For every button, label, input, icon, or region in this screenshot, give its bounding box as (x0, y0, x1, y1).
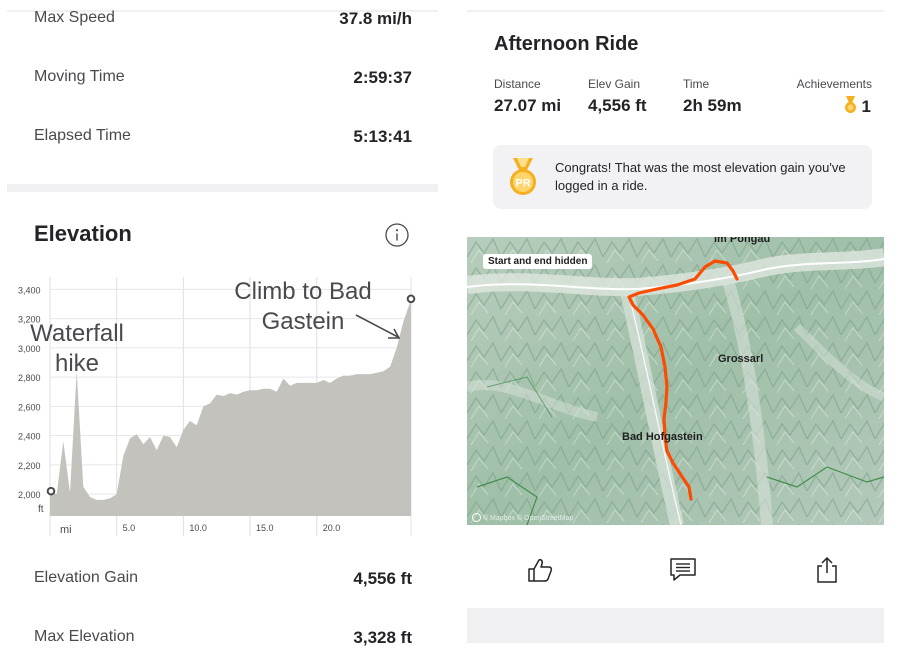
y-tick-label: 2,600 (18, 402, 41, 412)
y-tick-label: 2,400 (18, 432, 41, 442)
y-tick-label: 2,200 (18, 461, 41, 471)
top-separator-right (467, 10, 884, 12)
bottom-gray-bar (467, 608, 884, 643)
distance-label: Distance (494, 77, 541, 91)
x-tick-label: 5.0 (123, 523, 136, 533)
moving-time-row: Moving Time 2:59:37 (34, 68, 412, 92)
annotation-waterfall-text: Waterfall hike (30, 320, 124, 377)
achievements-count: 1 (861, 97, 871, 116)
chart-start-marker (46, 486, 56, 496)
elevation-area (50, 299, 411, 516)
mapbox-logo-icon (472, 513, 481, 522)
map-terrain (467, 237, 884, 525)
medal-icon (845, 96, 857, 113)
start-end-hidden-badge: Start and end hidden (483, 254, 593, 269)
section-divider (7, 184, 438, 192)
elevation-gain-row: Elevation Gain 4,556 ft (34, 569, 412, 593)
place-im-pongau: im Pongau (714, 237, 771, 245)
max-elevation-value: 3,328 ft (353, 628, 412, 647)
congrats-message: Congrats! That was the most elevation ga… (555, 160, 846, 193)
elapsed-time-value: 5:13:41 (353, 127, 412, 146)
elevation-chart[interactable]: 3,400 3,200 3,000 2,800 2,600 2,400 2,200 2,000… (0, 270, 440, 543)
pr-congrats-card[interactable]: PR Congrats! That was the most elevation… (493, 145, 872, 209)
thumbs-up-icon (528, 559, 553, 582)
x-tick-label: 10.0 (189, 523, 207, 533)
moving-time-label: Moving Time (34, 68, 125, 85)
share-icon (817, 556, 837, 583)
max-speed-label: Max Speed (34, 9, 115, 26)
kudos-button[interactable] (525, 555, 555, 585)
elevation-title: Elevation (34, 221, 132, 246)
max-speed-row: Max Speed 37.8 mi/h (34, 9, 412, 33)
x-axis-unit: mi (60, 524, 72, 536)
moving-time-value: 2:59:37 (353, 68, 412, 87)
elev-gain-value: 4,556 ft (588, 96, 647, 115)
activity-title: Afternoon Ride (494, 33, 639, 55)
y-tick-label: 3,200 (18, 315, 41, 325)
elapsed-time-label: Elapsed Time (34, 127, 131, 144)
annotation-arrowhead (388, 328, 401, 339)
achievements-value[interactable]: 1 (844, 96, 871, 116)
annotation-climb: Climb to Bad Gastein (218, 277, 388, 337)
y-tick-label: 3,000 (18, 344, 41, 354)
max-elevation-row: Max Elevation 3,328 ft (34, 628, 412, 652)
pr-badge-icon: PR (510, 158, 536, 195)
elevation-gain-label: Elevation Gain (34, 569, 139, 586)
comment-button[interactable] (668, 555, 698, 585)
time-label: Time (683, 77, 710, 91)
annotation-waterfall-hike: Waterfall hike (12, 319, 142, 379)
annotation-arrow (355, 314, 399, 338)
pr-badge-text: PR (515, 178, 530, 190)
route-map[interactable]: Start and end hidden im Pongau Grossarl … (467, 237, 884, 525)
max-speed-value: 37.8 mi/h (339, 9, 412, 28)
chart-end-marker (406, 294, 416, 304)
time-value: 2h 59m (683, 96, 742, 115)
elev-gain-label: Elev Gain (588, 77, 641, 91)
top-separator-left (7, 10, 438, 12)
y-tick-label: 3,400 (18, 285, 41, 295)
max-elevation-label: Max Elevation (34, 628, 135, 645)
achievements-label: Achievements (796, 77, 872, 91)
place-bad-hofgastein: Bad Hofgastein (622, 431, 703, 443)
x-tick-label: 20.0 (323, 523, 341, 533)
x-tick-label: 15.0 (256, 523, 274, 533)
comment-icon (670, 558, 696, 581)
y-tick-label: 2,000 (18, 490, 41, 500)
y-tick-label: 2,800 (18, 373, 41, 383)
distance-value: 27.07 mi (494, 96, 562, 115)
elapsed-time-row: Elapsed Time 5:13:41 (34, 127, 412, 151)
elevation-chart-svg: 3,400 3,200 3,000 2,800 2,600 2,400 2,200 2,000… (18, 277, 416, 536)
y-axis-unit: ft (38, 504, 44, 515)
share-button[interactable] (812, 555, 842, 585)
annotation-climb-text: Climb to Bad Gastein (234, 278, 372, 335)
attribution-text: © Mapbox © OpenStreetMap (482, 515, 574, 522)
place-grossarl: Grossarl (718, 353, 764, 365)
route-line (627, 259, 739, 501)
map-attribution[interactable]: © Mapbox © OpenStreetMap (472, 513, 573, 522)
info-icon[interactable] (385, 223, 409, 247)
elevation-gain-value: 4,556 ft (353, 569, 412, 588)
